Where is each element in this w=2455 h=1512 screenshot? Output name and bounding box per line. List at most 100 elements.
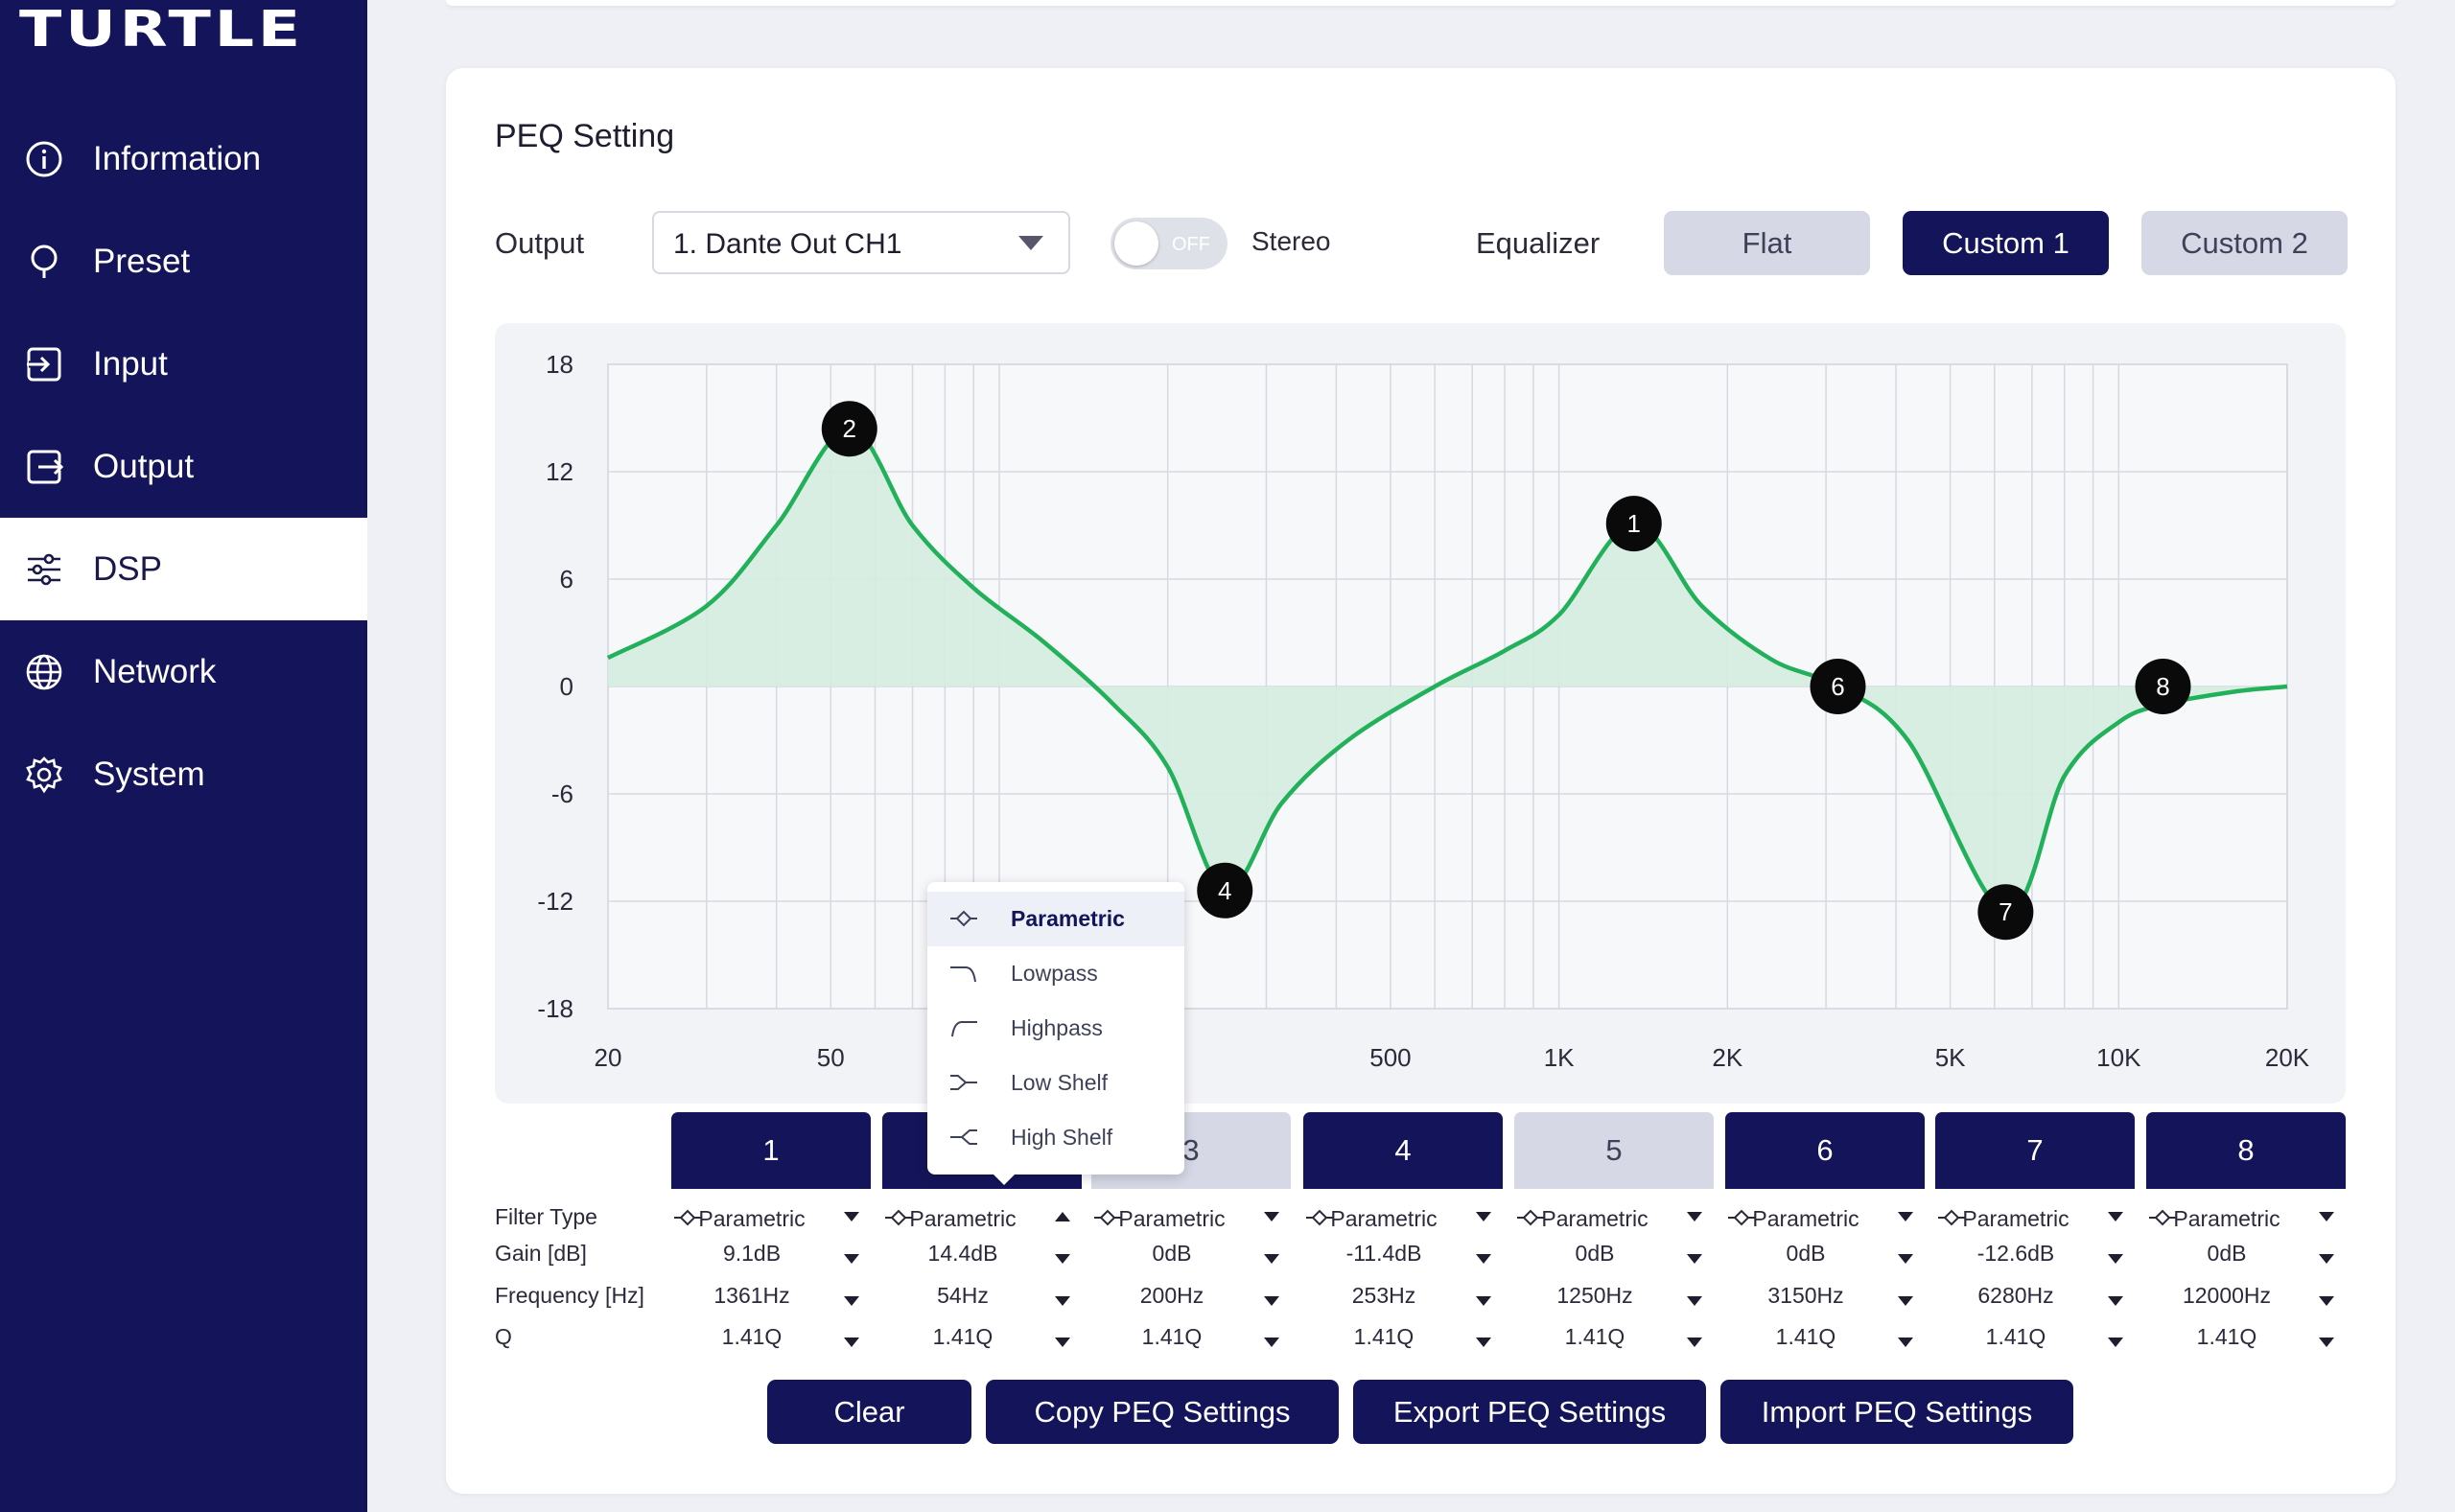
chevron-down-icon[interactable] <box>2319 1338 2334 1347</box>
stereo-toggle[interactable]: OFF <box>1111 218 1228 269</box>
sidebar-item-output[interactable]: Output <box>0 415 367 518</box>
chevron-down-icon[interactable] <box>844 1296 859 1306</box>
output-select[interactable]: 1. Dante Out CH1 <box>652 211 1070 274</box>
band-8-frequency-value[interactable]: 12000Hz <box>2182 1283 2272 1308</box>
chevron-down-icon[interactable] <box>1264 1212 1279 1221</box>
chevron-down-icon[interactable] <box>844 1212 859 1221</box>
band-marker-6[interactable] <box>1810 659 1866 714</box>
band-3-frequency-value[interactable]: 200Hz <box>1139 1283 1204 1308</box>
sidebar-item-input[interactable]: Input <box>0 313 367 415</box>
chevron-down-icon[interactable] <box>1476 1212 1491 1221</box>
band-2-filter-type-value[interactable]: Parametric <box>909 1206 1017 1231</box>
chevron-down-icon[interactable] <box>1264 1338 1279 1347</box>
chevron-down-icon[interactable] <box>1687 1254 1702 1264</box>
band-2-gain-value[interactable]: 14.4dB <box>927 1241 998 1266</box>
band-1-filter-type-value[interactable]: Parametric <box>698 1206 806 1231</box>
clear-button[interactable]: Clear <box>767 1380 971 1444</box>
band-3-filter-type-value[interactable]: Parametric <box>1118 1206 1226 1231</box>
chevron-down-icon[interactable] <box>2108 1212 2123 1221</box>
band-4-gain-value[interactable]: -11.4dB <box>1345 1241 1422 1266</box>
chevron-down-icon[interactable] <box>1264 1296 1279 1306</box>
menu-item-lowpass[interactable]: Lowpass <box>927 946 1184 1001</box>
band-6-filter-type-value[interactable]: Parametric <box>1752 1206 1859 1231</box>
band-5-frequency-value[interactable]: 1250Hz <box>1556 1283 1633 1308</box>
band-7-filter-type-value[interactable]: Parametric <box>1962 1206 2069 1231</box>
band-6-frequency-value[interactable]: 3150Hz <box>1767 1283 1844 1308</box>
chevron-down-icon[interactable] <box>1055 1296 1070 1306</box>
menu-item-high-shelf[interactable]: High Shelf <box>927 1110 1184 1165</box>
lowpass-icon <box>950 966 976 983</box>
eq-chart[interactable]: 181260-6-12-1820501005001K2K5K10K20K1246… <box>495 323 2346 1104</box>
chevron-down-icon[interactable] <box>1687 1296 1702 1306</box>
chevron-down-icon[interactable] <box>1898 1212 1913 1221</box>
band-4-q-value[interactable]: 1.41Q <box>1353 1324 1415 1349</box>
chevron-down-icon[interactable] <box>1476 1296 1491 1306</box>
band-5-gain-value[interactable]: 0dB <box>1575 1241 1615 1266</box>
band-3-gain-value[interactable]: 0dB <box>1152 1241 1192 1266</box>
sidebar-item-information[interactable]: Information <box>0 107 367 210</box>
chevron-down-icon[interactable] <box>2108 1338 2123 1347</box>
copy-peq-button[interactable]: Copy PEQ Settings <box>986 1380 1339 1444</box>
band-1-q-value[interactable]: 1.41Q <box>721 1324 783 1349</box>
band-tab-5[interactable]: 5 <box>1514 1112 1714 1189</box>
chevron-down-icon[interactable] <box>1055 1338 1070 1347</box>
menu-item-parametric[interactable]: Parametric <box>927 892 1184 946</box>
band-marker-1[interactable] <box>1605 496 1662 552</box>
band-1-frequency-value[interactable]: 1361Hz <box>713 1283 790 1308</box>
chevron-down-icon[interactable] <box>844 1338 859 1347</box>
eq-flat-button[interactable]: Flat <box>1664 211 1870 275</box>
band-5-filter-type-value[interactable]: Parametric <box>1541 1206 1648 1231</box>
band-6-q-value[interactable]: 1.41Q <box>1775 1324 1836 1349</box>
band-tab-1[interactable]: 1 <box>671 1112 871 1189</box>
chevron-down-icon[interactable] <box>1898 1338 1913 1347</box>
chevron-down-icon[interactable] <box>1898 1254 1913 1264</box>
menu-item-highpass[interactable]: Highpass <box>927 1001 1184 1056</box>
sidebar-item-label: Information <box>93 139 262 177</box>
chevron-down-icon[interactable] <box>844 1254 859 1264</box>
band-3-q-value[interactable]: 1.41Q <box>1141 1324 1203 1349</box>
eq-custom1-button[interactable]: Custom 1 <box>1903 211 2109 275</box>
chevron-down-icon[interactable] <box>2319 1212 2334 1221</box>
band-4-frequency-value[interactable]: 253Hz <box>1351 1283 1416 1308</box>
chevron-down-icon[interactable] <box>1055 1254 1070 1264</box>
chevron-down-icon[interactable] <box>1264 1254 1279 1264</box>
chevron-down-icon[interactable] <box>1687 1212 1702 1221</box>
band-8-filter-type-value[interactable]: Parametric <box>2173 1206 2280 1231</box>
chevron-down-icon[interactable] <box>2108 1254 2123 1264</box>
band-tab-7[interactable]: 7 <box>1935 1112 2135 1189</box>
band-7-frequency-value[interactable]: 6280Hz <box>1977 1283 2054 1308</box>
chevron-down-icon[interactable] <box>2319 1296 2334 1306</box>
sidebar-item-network[interactable]: Network <box>0 620 367 723</box>
band-2-frequency-value[interactable]: 54Hz <box>937 1283 989 1308</box>
band-marker-4[interactable] <box>1197 862 1253 919</box>
chevron-up-icon[interactable] <box>1055 1212 1070 1221</box>
band-tab-8[interactable]: 8 <box>2146 1112 2346 1189</box>
band-5-q-value[interactable]: 1.41Q <box>1564 1324 1625 1349</box>
chevron-down-icon[interactable] <box>1476 1254 1491 1264</box>
band-marker-7[interactable] <box>1977 884 2034 941</box>
band-marker-8[interactable] <box>2135 659 2191 714</box>
export-peq-button[interactable]: Export PEQ Settings <box>1353 1380 1706 1444</box>
chevron-down-icon[interactable] <box>2319 1254 2334 1264</box>
band-8-gain-value[interactable]: 0dB <box>2207 1241 2247 1266</box>
chevron-down-icon[interactable] <box>1476 1338 1491 1347</box>
band-6-gain-value[interactable]: 0dB <box>1786 1241 1826 1266</box>
band-1-gain-value[interactable]: 9.1dB <box>722 1241 782 1266</box>
menu-item-low-shelf[interactable]: Low Shelf <box>927 1056 1184 1110</box>
band-tab-4[interactable]: 4 <box>1303 1112 1503 1189</box>
import-peq-button[interactable]: Import PEQ Settings <box>1720 1380 2073 1444</box>
sidebar-item-system[interactable]: System <box>0 723 367 826</box>
band-7-q-value[interactable]: 1.41Q <box>1985 1324 2046 1349</box>
band-2-q-value[interactable]: 1.41Q <box>932 1324 994 1349</box>
eq-custom2-button[interactable]: Custom 2 <box>2141 211 2348 275</box>
sidebar-item-dsp[interactable]: DSP <box>0 518 367 620</box>
chevron-down-icon[interactable] <box>1687 1338 1702 1347</box>
band-tab-6[interactable]: 6 <box>1725 1112 1925 1189</box>
band-4-filter-type-value[interactable]: Parametric <box>1330 1206 1438 1231</box>
chevron-down-icon[interactable] <box>2108 1296 2123 1306</box>
sidebar-item-preset[interactable]: Preset <box>0 210 367 313</box>
band-7-gain-value[interactable]: -12.6dB <box>1976 1241 2055 1266</box>
chevron-down-icon[interactable] <box>1898 1296 1913 1306</box>
band-8-q-value[interactable]: 1.41Q <box>2196 1324 2257 1349</box>
band-marker-2[interactable] <box>821 401 877 457</box>
